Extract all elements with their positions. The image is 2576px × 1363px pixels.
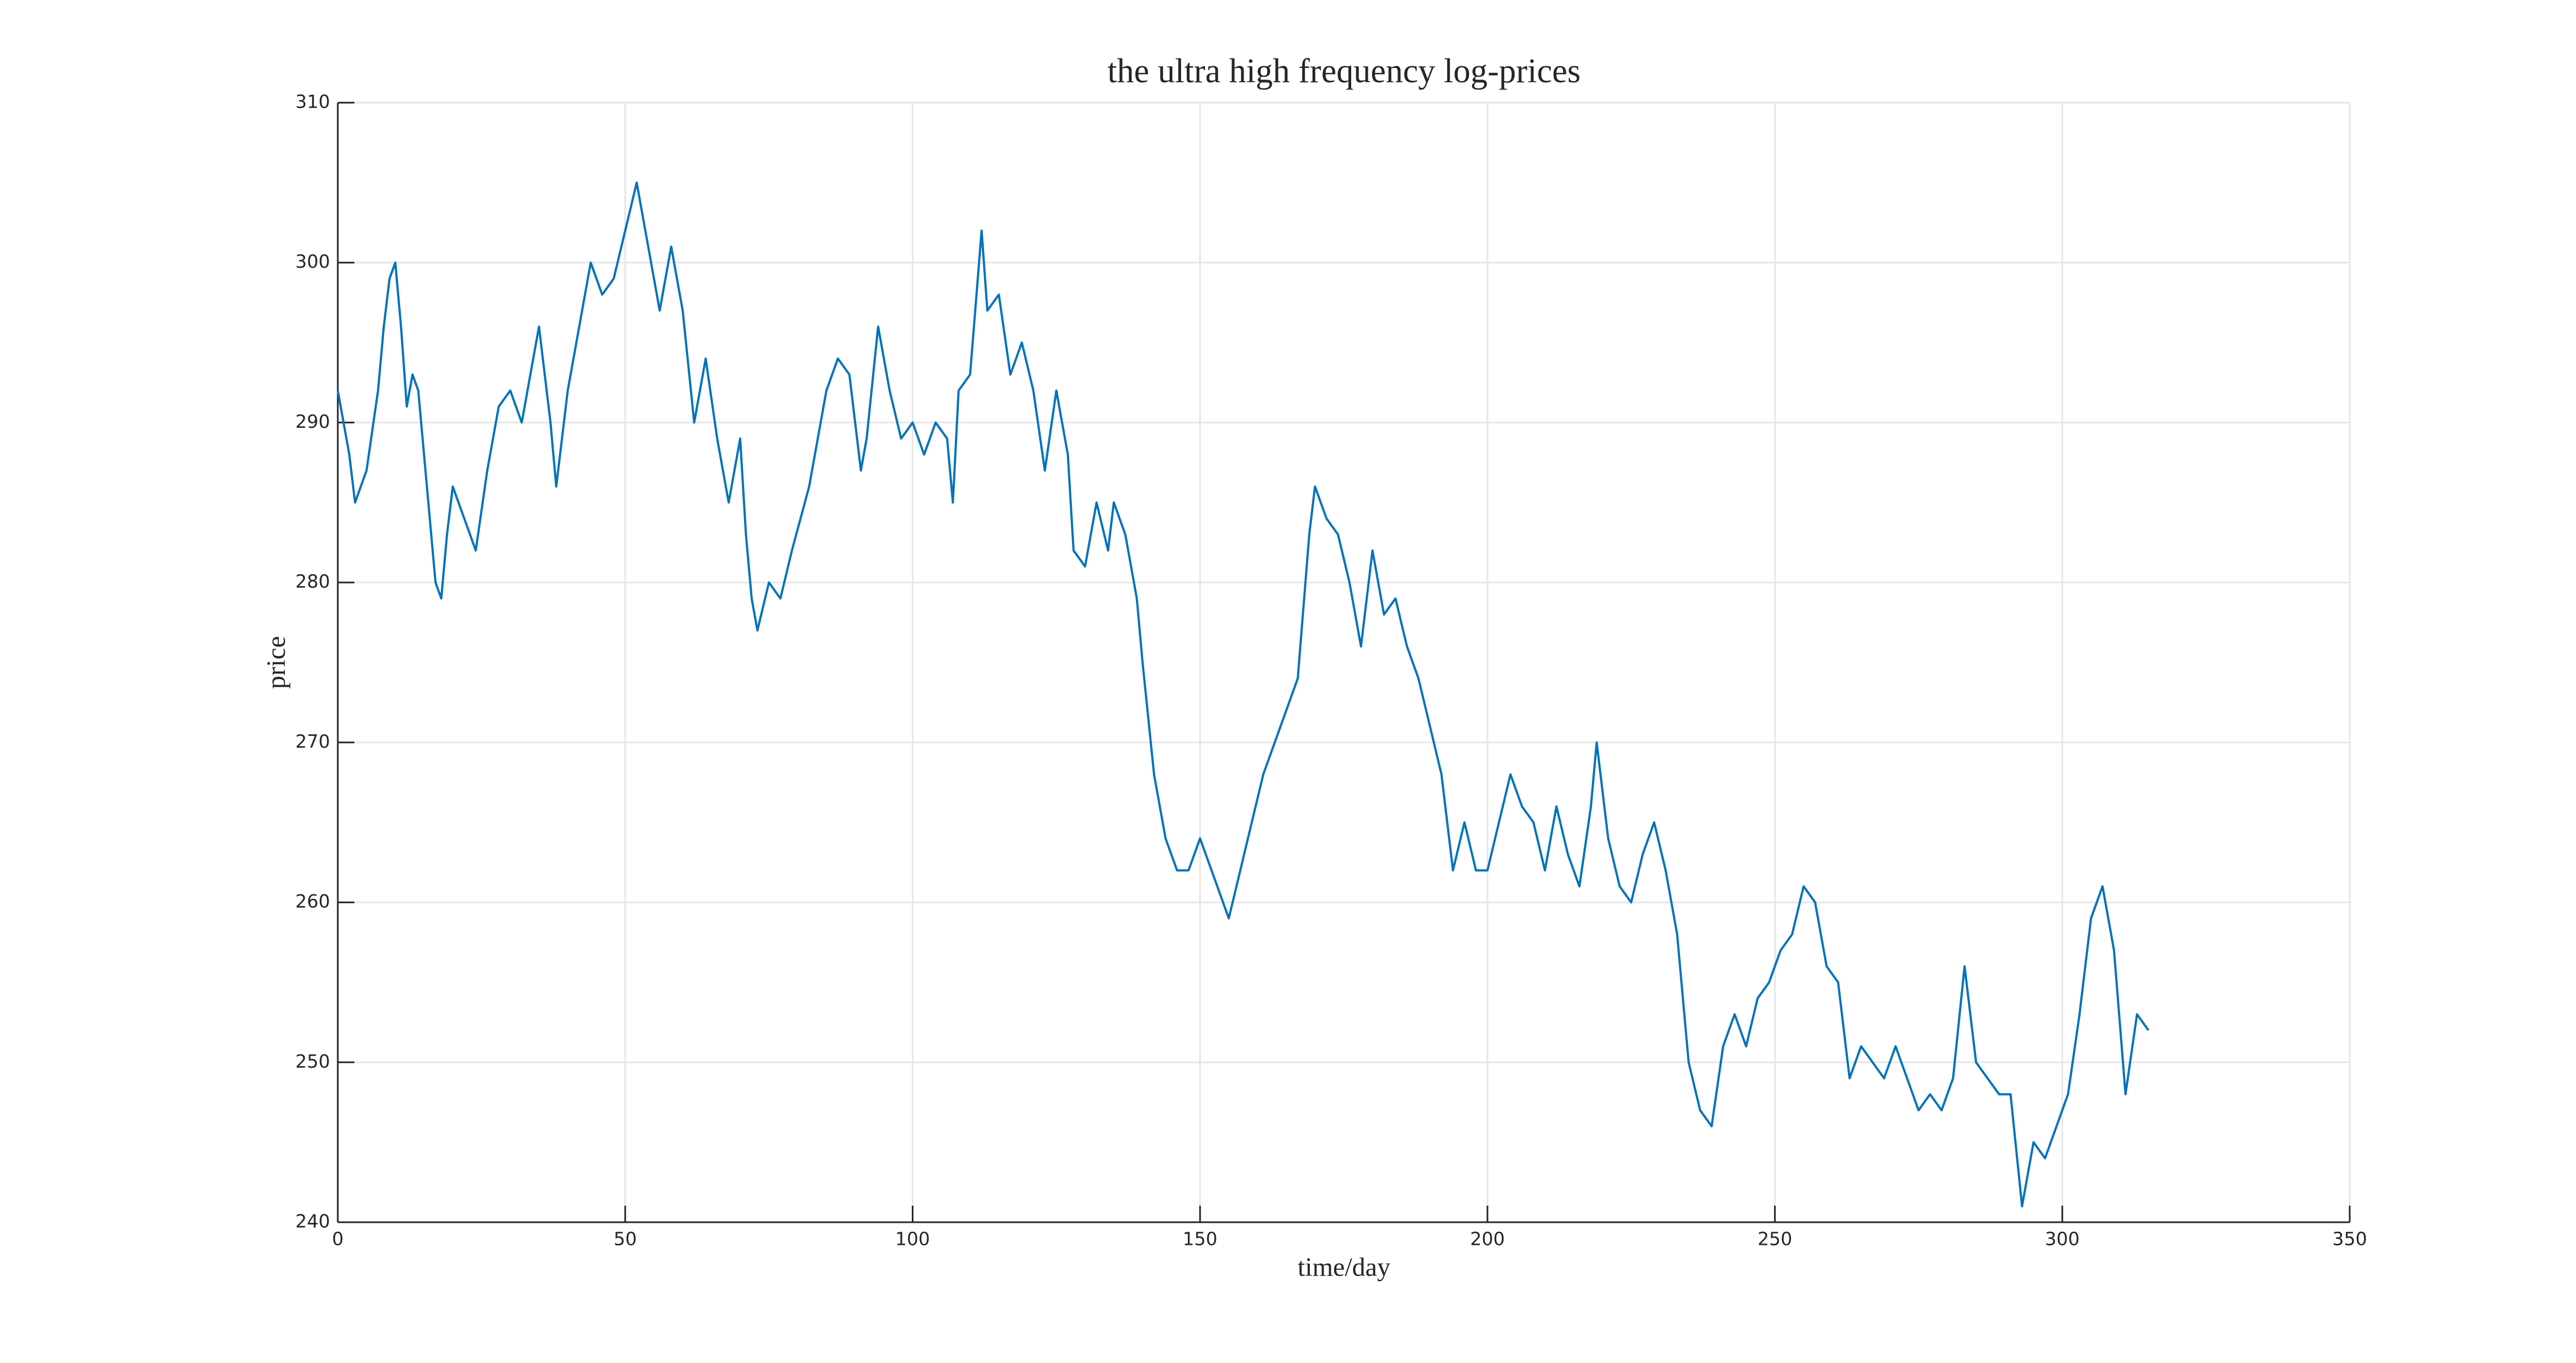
x-axis-label: time/day — [1298, 1253, 1390, 1282]
x-tick-label: 250 — [1757, 1228, 1792, 1250]
y-tick-label: 280 — [295, 571, 330, 592]
price-line — [337, 181, 2150, 1208]
x-tick-label: 100 — [895, 1228, 930, 1250]
chart-title: the ultra high frequency log-prices — [1107, 52, 1580, 90]
y-axis-label: price — [262, 636, 291, 689]
x-tick-label: 350 — [2333, 1228, 2367, 1250]
y-tick-label: 300 — [295, 251, 330, 272]
y-tick-label: 270 — [295, 730, 330, 752]
x-tick-label: 300 — [2045, 1228, 2080, 1250]
y-tick-label: 240 — [295, 1211, 330, 1232]
x-tick-label: 150 — [1183, 1228, 1218, 1250]
y-tick-label: 250 — [295, 1051, 330, 1072]
x-tick-label: 200 — [1470, 1228, 1505, 1250]
y-tick-label: 260 — [295, 890, 330, 912]
y-tick-label: 290 — [295, 411, 330, 432]
x-tick-label: 0 — [332, 1228, 344, 1250]
x-tick-label: 50 — [614, 1228, 637, 1250]
y-tick-label: 310 — [295, 91, 330, 113]
